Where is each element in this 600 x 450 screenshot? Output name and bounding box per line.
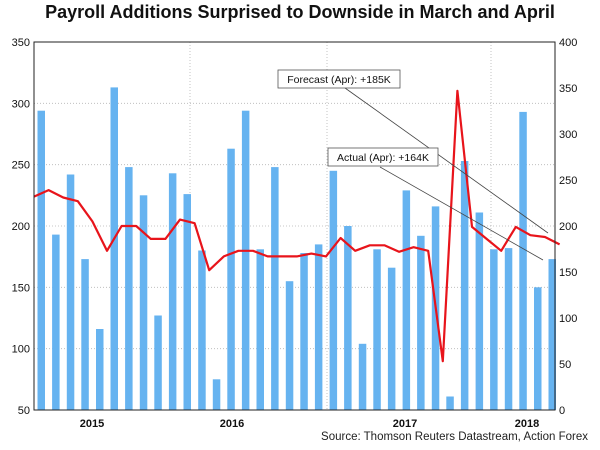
bar [256,249,264,410]
right-tick-label: 200 [559,221,577,233]
bar [460,161,469,410]
right-tick-label: 150 [559,267,577,279]
right-tick-label: 100 [559,313,577,325]
bar [504,248,513,410]
line-series [33,89,561,363]
bar [417,235,425,410]
bar [402,190,411,410]
x-tick-label: 2017 [393,418,417,430]
bar [446,396,454,410]
forecast-label: Forecast (Apr): +185K [287,74,391,86]
actual-leader-line [379,166,544,261]
forecast-box [277,69,401,89]
left-tick-label: 150 [12,282,30,294]
bar [387,267,396,410]
right-tick-label: 0 [559,405,565,417]
left-tick-label: 100 [12,344,30,356]
left-tick-label: 50 [18,405,30,417]
right-tick-label: 50 [559,359,571,371]
bar [37,110,45,410]
bar [110,87,118,411]
plot-frame [33,41,556,411]
right-tick-label: 400 [559,37,577,49]
bar [300,253,308,410]
bar [548,259,556,410]
x-tick-label: 2018 [515,418,539,430]
bar [344,226,352,410]
actual-box [327,147,439,167]
left-tick-label: 300 [12,98,30,110]
bar [168,173,177,410]
right-tick-label: 350 [559,83,577,95]
bar [139,195,148,410]
left-tick-label: 250 [12,160,30,172]
actual-label: Actual (Apr): +164K [337,152,429,164]
forecast-leader-line [344,87,549,234]
bar [373,249,381,410]
bar [66,174,75,410]
bar [329,170,338,410]
bar [52,234,60,410]
bar [285,281,294,410]
bar [227,148,235,410]
bar [490,249,498,410]
bar [241,110,250,410]
right-tick-label: 250 [559,175,577,187]
bar [154,315,162,410]
left-tick-label: 200 [12,221,30,233]
bar [314,244,323,410]
left-tick-label: 350 [12,37,30,49]
source-note: Source: Thomson Reuters Datastream, Acti… [321,431,588,443]
right-tick-label: 300 [559,129,577,141]
bar [81,259,89,410]
x-tick-label: 2016 [220,418,244,430]
chart-title: Payroll Additions Surprised to Downside … [45,2,555,22]
bar [358,343,367,410]
bar [125,167,133,410]
bar [519,111,527,411]
bar [271,167,279,410]
bar [198,250,206,410]
bar [212,379,221,410]
bar [475,212,484,410]
x-tick-label: 2015 [80,418,104,430]
bar [534,287,542,410]
bar [183,194,191,410]
bar [96,329,104,410]
